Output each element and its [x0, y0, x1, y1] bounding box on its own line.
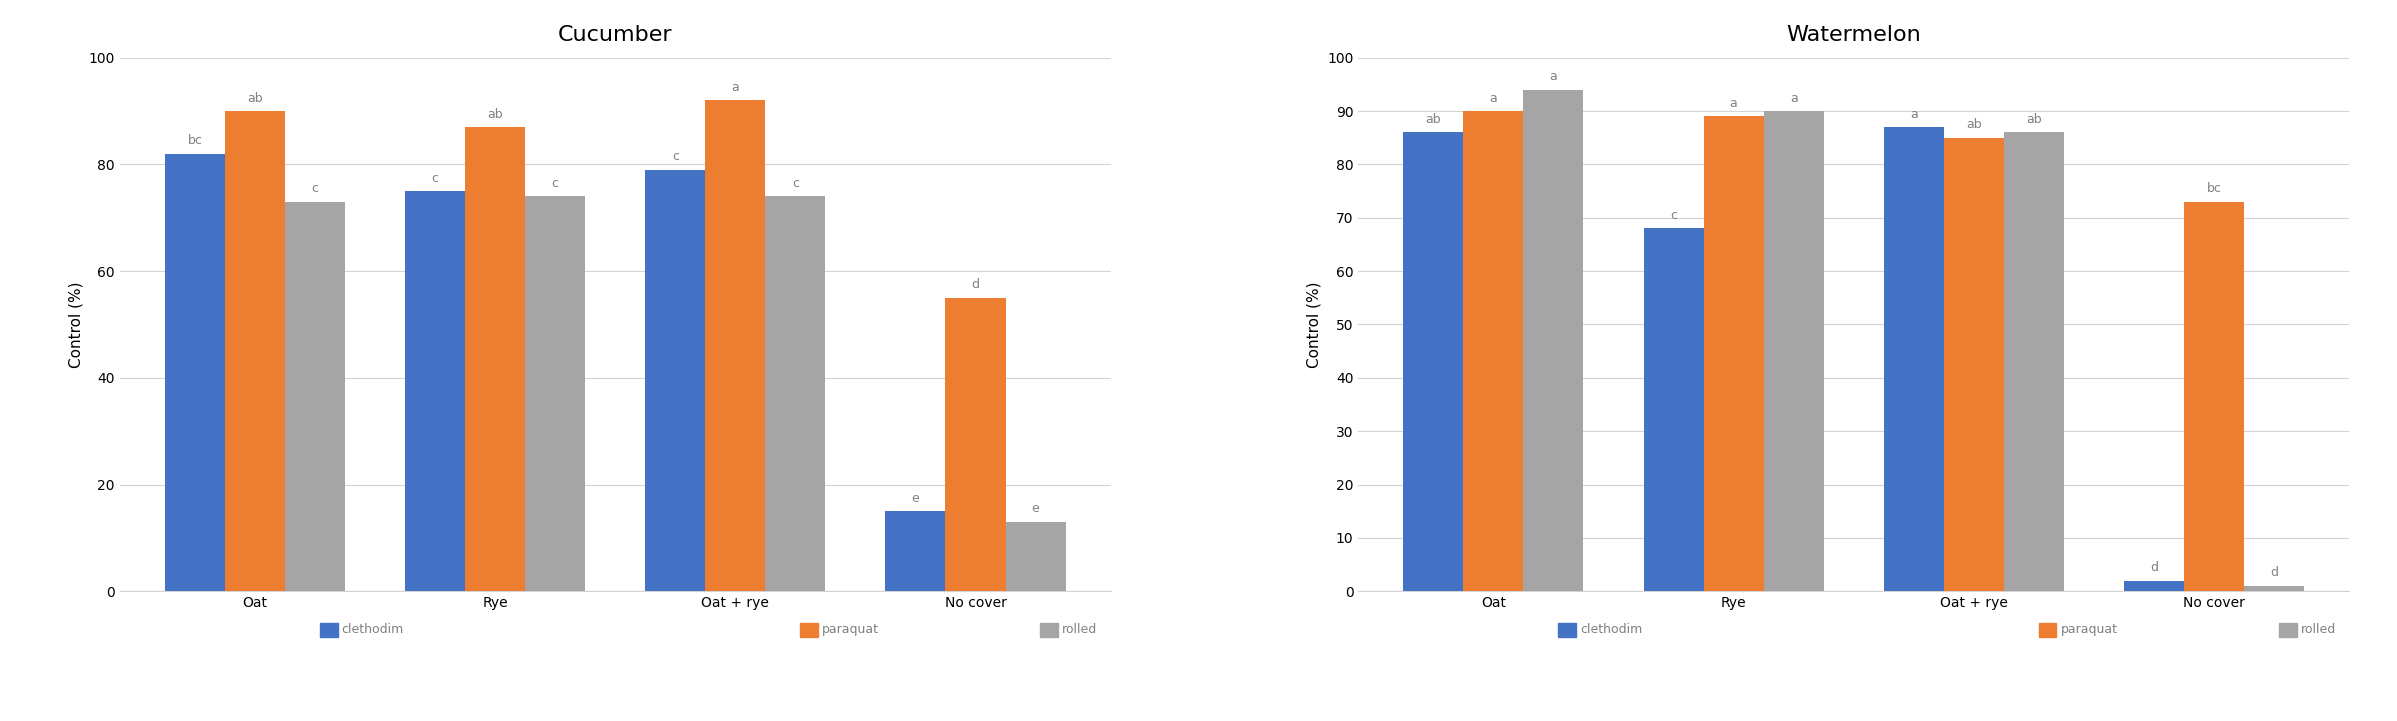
Text: clethodim: clethodim [1580, 623, 1642, 636]
FancyBboxPatch shape [2280, 623, 2296, 637]
Bar [225, 111, 285, 591]
Bar [465, 127, 525, 591]
Bar [884, 511, 944, 591]
Bar [1402, 133, 1465, 591]
Text: a: a [1489, 92, 1498, 105]
Text: c: c [431, 172, 439, 185]
Bar [1764, 111, 1824, 591]
Text: paraquat: paraquat [822, 623, 880, 636]
Text: a: a [1548, 70, 1558, 84]
Text: d: d [2150, 561, 2157, 574]
Text: ab: ab [1426, 113, 1441, 126]
Bar [944, 298, 1004, 591]
Text: d: d [971, 278, 980, 291]
Text: c: c [1671, 209, 1678, 222]
Text: a: a [1791, 92, 1798, 105]
Text: c: c [671, 150, 678, 164]
Bar [2004, 133, 2064, 591]
Bar [285, 202, 345, 591]
Bar [1004, 522, 1067, 591]
Text: a: a [1910, 107, 1918, 120]
Text: ab: ab [487, 107, 503, 120]
Title: Watermelon: Watermelon [1786, 25, 1920, 45]
Y-axis label: Control (%): Control (%) [1306, 281, 1321, 368]
Text: rolled: rolled [2301, 623, 2335, 636]
Bar [1524, 89, 1584, 591]
Text: d: d [2270, 567, 2277, 580]
Bar [2184, 202, 2244, 591]
Title: Cucumber: Cucumber [559, 25, 674, 45]
Text: clethodim: clethodim [343, 623, 403, 636]
Bar [405, 191, 465, 591]
FancyBboxPatch shape [1558, 623, 1577, 637]
Bar [2244, 586, 2304, 591]
Text: c: c [551, 177, 559, 190]
Text: a: a [731, 81, 738, 94]
Text: ab: ab [247, 92, 264, 105]
Text: a: a [1731, 97, 1738, 110]
Bar [765, 196, 825, 591]
Text: e: e [911, 492, 920, 505]
Bar [1465, 111, 1524, 591]
Text: paraquat: paraquat [2061, 623, 2117, 636]
Text: c: c [312, 182, 319, 195]
Bar [1884, 127, 1944, 591]
FancyBboxPatch shape [801, 623, 817, 637]
Bar [1644, 229, 1704, 591]
Text: bc: bc [2208, 182, 2222, 195]
FancyBboxPatch shape [319, 623, 338, 637]
Bar [645, 169, 705, 591]
Text: e: e [1031, 503, 1040, 516]
Bar [165, 154, 225, 591]
Bar [2124, 580, 2184, 591]
FancyBboxPatch shape [1040, 623, 1057, 637]
Bar [525, 196, 585, 591]
Text: bc: bc [187, 134, 201, 147]
Bar [705, 100, 765, 591]
Text: c: c [791, 177, 798, 190]
Text: rolled: rolled [1062, 623, 1098, 636]
Text: ab: ab [1966, 118, 1982, 131]
Text: ab: ab [2025, 113, 2042, 126]
Bar [1704, 116, 1764, 591]
FancyBboxPatch shape [2037, 623, 2057, 637]
Y-axis label: Control (%): Control (%) [67, 281, 84, 368]
Bar [1944, 138, 2004, 591]
